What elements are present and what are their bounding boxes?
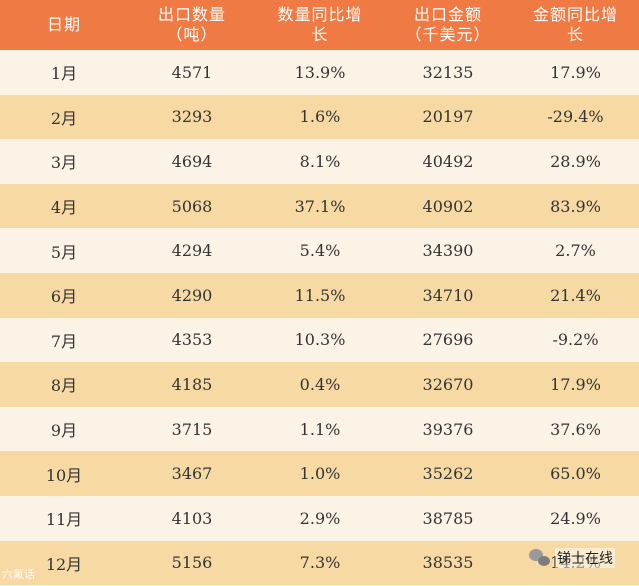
cell-export-amount: 34390 (384, 228, 512, 273)
header-export-quantity-line2: （吨） (166, 25, 218, 44)
cell-export-amount: 32135 (384, 50, 512, 95)
watermark-bottom-right: 锑士在线 (529, 548, 615, 568)
cell-export-quantity: 4694 (128, 139, 256, 184)
header-export-quantity: 出口数量 （吨） (128, 0, 256, 50)
cell-export-amount: 38785 (384, 495, 512, 541)
cell-quantity-yoy: 8.1% (256, 139, 384, 184)
cell-export-amount: 39376 (384, 406, 512, 452)
cell-export-amount: 20197 (384, 94, 512, 140)
cell-quantity-yoy: 2.9% (256, 495, 384, 541)
cell-quantity-yoy: 11.5% (256, 272, 384, 318)
cell-quantity-yoy: 1.6% (256, 94, 384, 140)
cell-export-quantity: 4290 (128, 272, 256, 318)
table-row: 4月 5068 37.1% 40902 83.9% (0, 183, 639, 229)
cell-quantity-yoy: 10.3% (256, 317, 384, 363)
header-export-amount-line1: 出口金额 (413, 5, 482, 24)
cell-amount-yoy: -29.4% (512, 94, 639, 140)
cell-quantity-yoy: 1.0% (256, 451, 384, 496)
cell-export-amount: 40902 (384, 183, 512, 229)
cell-month: 2月 (0, 94, 128, 140)
table-row: 1月 4571 13.9% 32135 17.9% (0, 50, 639, 95)
cell-export-amount: 38535 (384, 540, 512, 586)
cell-export-quantity: 3293 (128, 94, 256, 140)
header-date-text: 日期 (46, 15, 81, 34)
header-quantity-yoy-line2: 长 (311, 25, 329, 44)
cell-amount-yoy: 17.9% (512, 362, 639, 407)
header-amount-yoy-line2: 长 (566, 25, 584, 44)
header-date: 日期 (0, 0, 128, 50)
cell-export-amount: 40492 (384, 139, 512, 184)
cell-month: 10月 (0, 451, 128, 496)
cell-export-amount: 35262 (384, 451, 512, 496)
header-quantity-yoy: 数量同比增 长 (256, 0, 384, 50)
cell-export-quantity: 4103 (128, 495, 256, 541)
table-row: 6月 4290 11.5% 34710 21.4% (0, 272, 639, 318)
cell-amount-yoy: 65.0% (512, 451, 639, 496)
cell-export-quantity: 5156 (128, 540, 256, 586)
table-row: 10月 3467 1.0% 35262 65.0% (0, 451, 639, 496)
cell-export-quantity: 4571 (128, 50, 256, 95)
table-row: 2月 3293 1.6% 20197 -29.4% (0, 94, 639, 140)
cell-export-amount: 34710 (384, 272, 512, 318)
header-quantity-yoy-line1: 数量同比增 (277, 5, 363, 24)
cell-month: 7月 (0, 317, 128, 363)
watermark-bottom-right-label: 锑士在线 (555, 548, 615, 568)
cell-quantity-yoy: 0.4% (256, 362, 384, 407)
table-row: 5月 4294 5.4% 34390 2.7% (0, 228, 639, 273)
cell-amount-yoy: 28.9% (512, 139, 639, 184)
cell-month: 9月 (0, 406, 128, 452)
cell-quantity-yoy: 13.9% (256, 50, 384, 95)
cell-month: 6月 (0, 272, 128, 318)
table-row: 7月 4353 10.3% 27696 -9.2% (0, 317, 639, 363)
cell-month: 4月 (0, 183, 128, 229)
header-export-quantity-line1: 出口数量 (157, 5, 226, 24)
cell-quantity-yoy: 7.3% (256, 540, 384, 586)
cell-month: 1月 (0, 50, 128, 95)
cell-export-quantity: 4185 (128, 362, 256, 407)
cell-month: 3月 (0, 139, 128, 184)
cell-amount-yoy: 37.6% (512, 406, 639, 452)
wechat-icon (529, 549, 551, 567)
table-row: 3月 4694 8.1% 40492 28.9% (0, 139, 639, 184)
cell-amount-yoy: -9.2% (512, 317, 639, 363)
cell-month: 8月 (0, 362, 128, 407)
header-export-amount: 出口金额 （千美元） (384, 0, 512, 50)
cell-quantity-yoy: 1.1% (256, 406, 384, 452)
cell-month: 11月 (0, 495, 128, 541)
watermark-bottom-left: 六氟话 (2, 568, 35, 581)
cell-quantity-yoy: 5.4% (256, 228, 384, 273)
cell-amount-yoy: 24.9% (512, 495, 639, 541)
cell-month: 5月 (0, 228, 128, 273)
cell-quantity-yoy: 37.1% (256, 183, 384, 229)
cell-amount-yoy: 2.7% (512, 228, 639, 273)
cell-export-quantity: 3715 (128, 406, 256, 452)
cell-amount-yoy: 21.4% (512, 272, 639, 318)
cell-export-amount: 32670 (384, 362, 512, 407)
table-row: 9月 3715 1.1% 39376 37.6% (0, 406, 639, 452)
cell-export-quantity: 5068 (128, 183, 256, 229)
cell-month: 12月 (0, 540, 128, 586)
header-amount-yoy-line1: 金额同比增 (532, 5, 618, 24)
cell-amount-yoy: 17.9% (512, 50, 639, 95)
header-export-amount-line2: （千美元） (405, 25, 491, 44)
header-amount-yoy: 金额同比增 长 (512, 0, 639, 50)
cell-amount-yoy: 83.9% (512, 183, 639, 229)
cell-export-quantity: 4353 (128, 317, 256, 363)
table-row: 8月 4185 0.4% 32670 17.9% (0, 362, 639, 407)
cell-export-quantity: 3467 (128, 451, 256, 496)
table-row: 11月 4103 2.9% 38785 24.9% (0, 495, 639, 541)
table-header-row: 日期 出口数量 （吨） 数量同比增 长 出口金额 （千美元） 金额同比增 长 (0, 0, 639, 50)
cell-export-amount: 27696 (384, 317, 512, 363)
cell-export-quantity: 4294 (128, 228, 256, 273)
